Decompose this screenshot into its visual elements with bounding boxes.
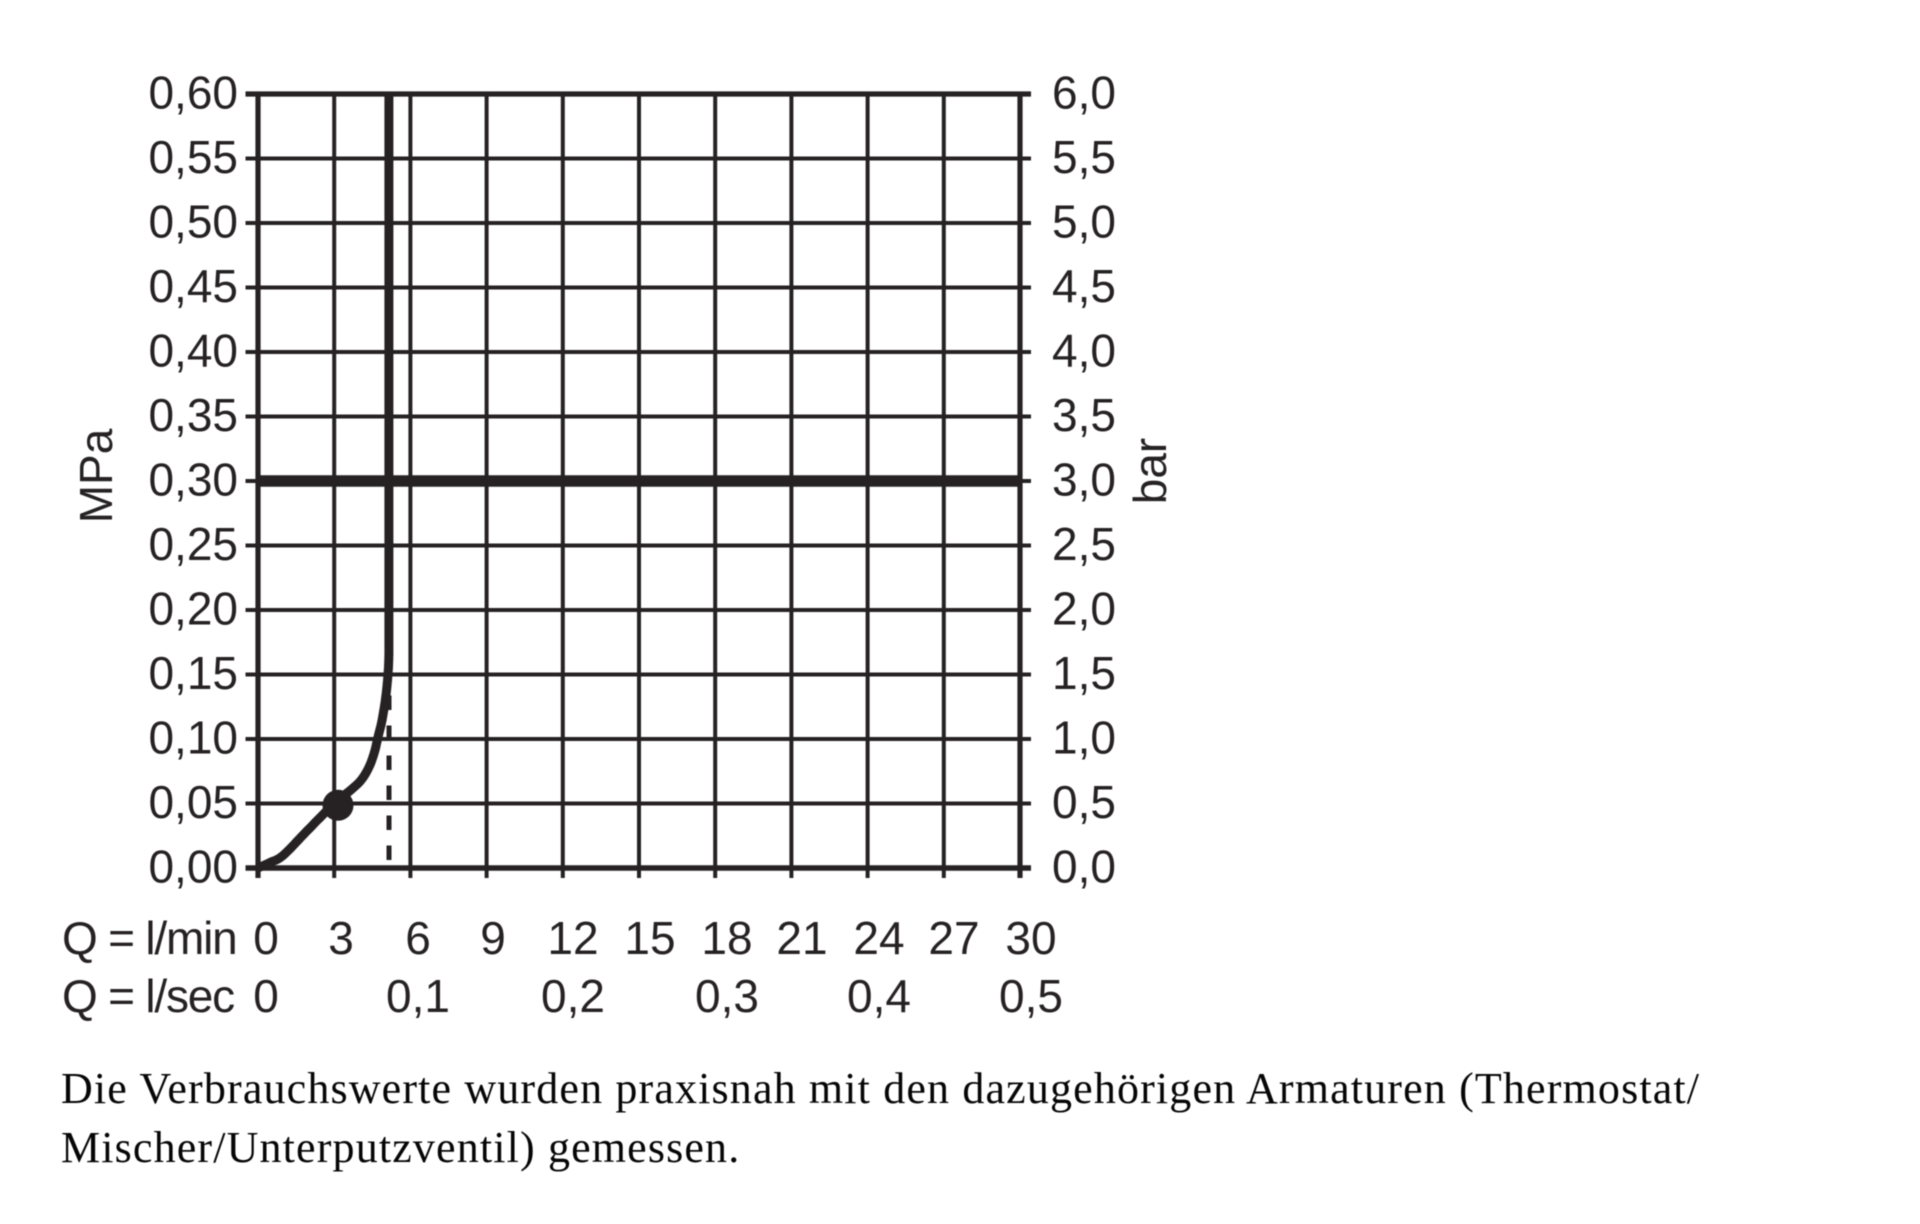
svg-text:0,5: 0,5 <box>1052 776 1116 828</box>
svg-text:5,0: 5,0 <box>1052 196 1116 248</box>
svg-text:2,5: 2,5 <box>1052 518 1116 570</box>
svg-text:9: 9 <box>480 912 506 964</box>
svg-text:5,5: 5,5 <box>1052 131 1116 183</box>
svg-text:0,00: 0,00 <box>148 841 238 893</box>
svg-text:0,40: 0,40 <box>148 325 238 377</box>
svg-text:0: 0 <box>253 912 279 964</box>
svg-text:1,5: 1,5 <box>1052 647 1116 699</box>
svg-text:0,20: 0,20 <box>148 583 238 635</box>
svg-text:0,1: 0,1 <box>386 970 450 1022</box>
svg-text:3: 3 <box>328 912 354 964</box>
svg-text:0,3: 0,3 <box>695 970 759 1022</box>
svg-text:0,30: 0,30 <box>148 454 238 506</box>
svg-text:0,10: 0,10 <box>148 712 238 764</box>
svg-text:4,0: 4,0 <box>1052 325 1116 377</box>
svg-text:0,4: 0,4 <box>847 970 911 1022</box>
svg-text:Mischer/Unterputzventil) gemes: Mischer/Unterputzventil) gemessen. <box>61 1123 740 1172</box>
svg-text:bar: bar <box>1124 438 1176 504</box>
svg-text:21: 21 <box>776 912 827 964</box>
svg-text:1,0: 1,0 <box>1052 712 1116 764</box>
svg-text:0,05: 0,05 <box>148 776 238 828</box>
svg-text:6: 6 <box>405 912 431 964</box>
svg-text:0,2: 0,2 <box>541 970 605 1022</box>
svg-text:0,35: 0,35 <box>148 389 238 441</box>
svg-text:Die Verbrauchswerte wurden pra: Die Verbrauchswerte wurden praxisnah mit… <box>61 1064 1700 1113</box>
svg-text:0,50: 0,50 <box>148 196 238 248</box>
svg-text:18: 18 <box>701 912 752 964</box>
svg-text:0,25: 0,25 <box>148 518 238 570</box>
svg-text:3,0: 3,0 <box>1052 454 1116 506</box>
svg-text:0: 0 <box>253 970 279 1022</box>
svg-text:0,15: 0,15 <box>148 647 238 699</box>
svg-text:0,5: 0,5 <box>999 970 1063 1022</box>
svg-text:2,0: 2,0 <box>1052 583 1116 635</box>
svg-text:0,0: 0,0 <box>1052 841 1116 893</box>
svg-text:12: 12 <box>547 912 598 964</box>
svg-text:Q = l/min: Q = l/min <box>62 912 237 964</box>
svg-text:Q = l/sec: Q = l/sec <box>62 970 234 1022</box>
svg-text:15: 15 <box>624 912 675 964</box>
svg-text:30: 30 <box>1005 912 1056 964</box>
svg-text:MPa: MPa <box>70 428 122 523</box>
svg-text:4,5: 4,5 <box>1052 260 1116 312</box>
svg-text:6,0: 6,0 <box>1052 67 1116 119</box>
svg-text:0,60: 0,60 <box>148 67 238 119</box>
svg-text:27: 27 <box>928 912 979 964</box>
svg-text:0,55: 0,55 <box>148 131 238 183</box>
svg-text:0,45: 0,45 <box>148 260 238 312</box>
svg-text:24: 24 <box>853 912 904 964</box>
svg-text:3,5: 3,5 <box>1052 389 1116 441</box>
